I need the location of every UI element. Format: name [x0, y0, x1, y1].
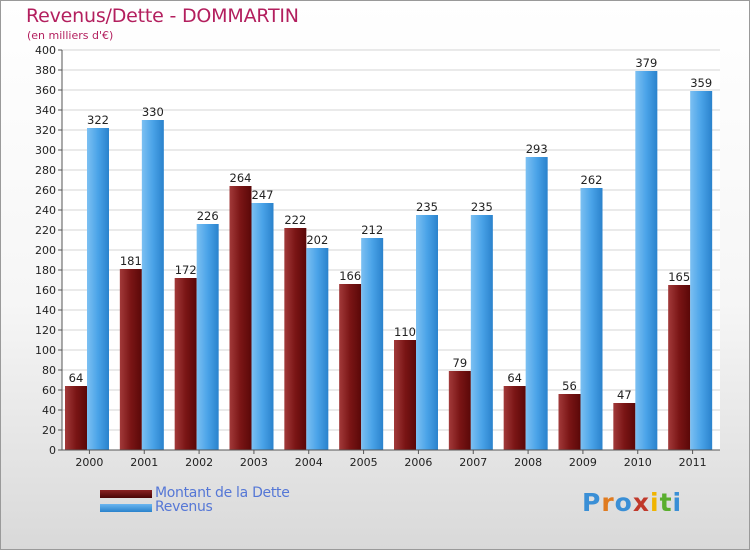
y-tick-label: 140	[35, 304, 56, 317]
x-tick-label: 2006	[404, 456, 432, 469]
x-tick-label: 2000	[75, 456, 103, 469]
data-label-revenus: 293	[526, 142, 548, 156]
y-tick-label: 60	[42, 384, 56, 397]
y-tick-label: 180	[35, 264, 56, 277]
bar-revenus	[196, 224, 219, 450]
data-label-revenus: 379	[635, 56, 657, 70]
bar-revenus	[306, 248, 329, 450]
y-tick-label: 240	[35, 204, 56, 217]
data-label-dette: 166	[339, 269, 361, 283]
chart-subtitle: (en milliers d'€)	[27, 29, 114, 42]
y-tick-label: 300	[35, 144, 56, 157]
data-label-revenus: 247	[252, 188, 274, 202]
x-tick-label: 2004	[295, 456, 323, 469]
y-tick-label: 220	[35, 224, 56, 237]
y-tick-label: 380	[35, 64, 56, 77]
data-label-dette: 264	[230, 171, 252, 185]
y-tick-label: 20	[42, 424, 56, 437]
bar-revenus	[87, 128, 109, 450]
legend-swatch-dette	[100, 490, 152, 498]
bar-dette	[394, 340, 416, 450]
y-tick-label: 320	[35, 124, 56, 137]
proxiti-logo: Proxiti	[582, 488, 682, 517]
data-label-revenus: 359	[690, 76, 712, 90]
bar-revenus	[470, 215, 493, 450]
bar-dette	[448, 371, 471, 450]
bar-dette	[613, 403, 636, 450]
x-tick-label: 2005	[350, 456, 378, 469]
grid-layer	[62, 49, 720, 451]
data-label-dette: 110	[394, 325, 416, 339]
legend-label-dette: Montant de la Dette	[155, 485, 290, 501]
x-tick-label: 2001	[130, 456, 158, 469]
logo-letter: x	[632, 488, 650, 517]
bar-revenus	[141, 120, 164, 450]
y-tick-label: 160	[35, 284, 56, 297]
data-label-dette: 64	[507, 371, 522, 385]
bar-dette	[229, 186, 252, 450]
y-tick-label: 360	[35, 84, 56, 97]
bar-revenus	[580, 188, 603, 450]
bar-dette	[503, 386, 526, 450]
data-label-revenus: 212	[361, 223, 383, 237]
logo-letter: P	[582, 488, 602, 517]
data-label-dette: 56	[562, 379, 577, 393]
bar-revenus	[251, 203, 274, 450]
logo-letter: o	[614, 488, 633, 517]
x-tick-label: 2009	[569, 456, 597, 469]
bar-revenus	[416, 215, 438, 450]
x-tick-label: 2008	[514, 456, 542, 469]
logo-letter: r	[601, 488, 615, 517]
x-tick-label: 2003	[240, 456, 268, 469]
data-label-dette: 172	[175, 263, 197, 277]
data-label-revenus: 235	[416, 200, 438, 214]
y-tick-label: 100	[35, 344, 56, 357]
y-tick-label: 0	[49, 444, 56, 457]
y-tick-label: 340	[35, 104, 56, 117]
bar-dette	[174, 278, 197, 450]
y-tick-label: 120	[35, 324, 56, 337]
data-label-revenus: 322	[87, 113, 109, 127]
bar-dette	[119, 269, 142, 450]
bar-revenus	[361, 238, 384, 450]
y-tick-label: 200	[35, 244, 56, 257]
y-tick-label: 260	[35, 184, 56, 197]
bar-dette	[558, 394, 581, 450]
logo-letter: i	[672, 488, 683, 517]
data-label-dette: 79	[453, 356, 468, 370]
x-tick-label: 2002	[185, 456, 213, 469]
bar-dette	[339, 284, 362, 450]
data-label-dette: 64	[69, 371, 84, 385]
bar-dette	[65, 386, 87, 450]
bar-revenus	[525, 157, 548, 450]
data-label-dette: 165	[668, 270, 690, 284]
legend-swatch-revenus	[100, 504, 152, 512]
data-label-revenus: 202	[306, 233, 328, 247]
bar-dette	[284, 228, 307, 450]
y-tick-label: 80	[42, 364, 56, 377]
data-label-revenus: 330	[142, 105, 164, 119]
data-label-dette: 181	[120, 254, 142, 268]
bar-dette	[668, 285, 691, 450]
x-tick-label: 2007	[459, 456, 487, 469]
y-tick-label: 40	[42, 404, 56, 417]
data-label-revenus: 262	[581, 173, 603, 187]
logo-letter: i	[650, 488, 660, 517]
chart-title: Revenus/Dette - DOMMARTIN	[26, 5, 299, 27]
x-tick-label: 2010	[624, 456, 652, 469]
bar-revenus	[635, 71, 658, 450]
y-tick-label: 280	[35, 164, 56, 177]
bar-revenus	[690, 91, 713, 450]
data-label-revenus: 235	[471, 200, 493, 214]
x-tick-label: 2011	[679, 456, 707, 469]
y-tick-label: 400	[35, 44, 56, 57]
data-label-revenus: 226	[197, 209, 219, 223]
data-label-dette: 222	[284, 213, 306, 227]
axis-layer: 0 20 40 60 80 100 120 140 160 180 200 220 240 260 280 3…	[35, 44, 720, 469]
logo-letter: t	[659, 488, 673, 517]
data-label-dette: 47	[617, 388, 632, 402]
legend-label-revenus: Revenus	[155, 499, 213, 515]
